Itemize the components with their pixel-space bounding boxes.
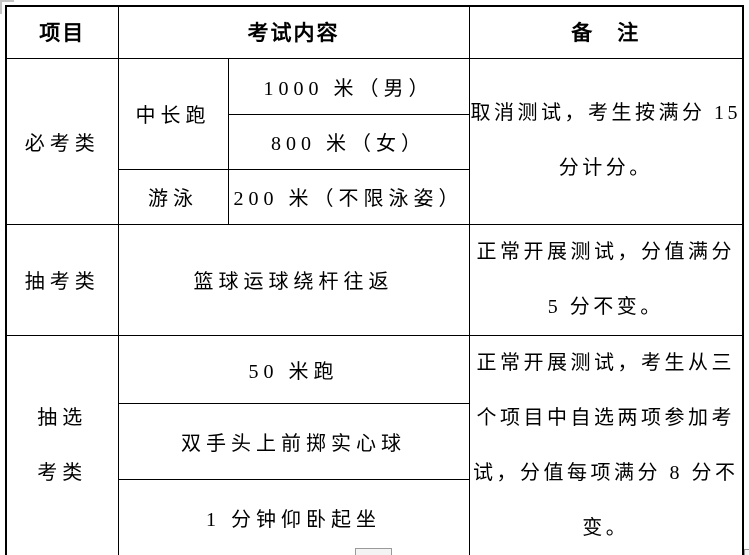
- category-drawn: 抽考类: [5, 223, 119, 336]
- category-selected-label: 抽选考类: [37, 406, 88, 484]
- table-resize-handle[interactable]: [744, 549, 749, 555]
- header-project: 项目: [5, 5, 119, 59]
- item-medicine-ball: 双手头上前掷实心球: [117, 402, 470, 480]
- table-row: 必考类 中长跑 1000 米（男） 取消测试，考生按满分 15 分计分。: [5, 57, 744, 225]
- exam-table: 项目 考试内容 备 注 必考类 中长跑 1000 米（男） 取消测试，考生按满分…: [5, 5, 744, 555]
- category-selected: 抽选考类: [5, 334, 119, 555]
- table-bottom-handle[interactable]: [355, 548, 392, 555]
- table-row: 800 米（女）: [6, 113, 743, 170]
- category-required: 必考类: [5, 57, 119, 225]
- remark-selected: 正常开展测试，考生从三个项目中自选两项参加考试，分值每项满分 8 分不变。: [468, 334, 744, 555]
- item-group-swimming: 游泳: [117, 168, 229, 225]
- item-50m-run: 50 米跑: [117, 334, 470, 404]
- item-group-running: 中长跑: [117, 57, 229, 170]
- remark-required: 取消测试，考生按满分 15 分计分。: [468, 57, 744, 225]
- header-row: 项目 考试内容 备 注: [5, 5, 744, 59]
- header-remark: 备 注: [468, 5, 744, 59]
- remark-drawn: 正常开展测试，分值满分 5 分不变。: [468, 223, 744, 336]
- item-situps: 1 分钟仰卧起坐: [117, 478, 470, 555]
- table-corner-mark: [0, 0, 14, 14]
- item-basketball: 篮球运球绕杆往返: [117, 223, 470, 336]
- table-row: 抽考类 篮球运球绕杆往返 正常开展测试，分值满分 5 分不变。: [5, 223, 744, 336]
- table-row: 双手头上前掷实心球: [6, 402, 743, 480]
- table-row: 抽选考类 50 米跑 正常开展测试，考生从三个项目中自选两项参加考试，分值每项满…: [5, 334, 744, 555]
- table-row: 1 分钟仰卧起坐: [6, 478, 743, 555]
- item-1000m-male: 1000 米（男）: [227, 57, 470, 115]
- item-800m-female: 800 米（女）: [227, 113, 470, 170]
- header-content: 考试内容: [117, 5, 470, 59]
- item-200m-swim: 200 米（不限泳姿）: [227, 168, 470, 225]
